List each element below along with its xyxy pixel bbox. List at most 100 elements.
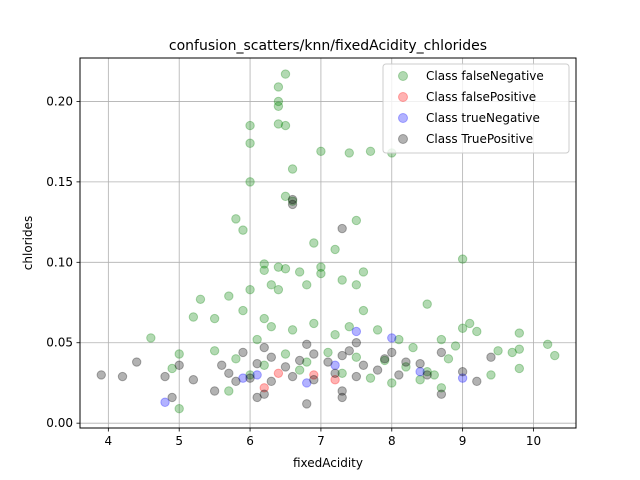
data-point	[344, 148, 354, 158]
data-point	[351, 338, 362, 348]
data-point	[195, 294, 206, 304]
data-point	[273, 368, 284, 378]
y-tick-label: 0.15	[46, 175, 73, 189]
data-point	[450, 341, 461, 351]
data-point	[387, 378, 397, 388]
data-point	[160, 371, 170, 382]
data-point	[337, 350, 347, 361]
data-point	[280, 362, 291, 372]
data-point	[294, 365, 305, 375]
data-point	[344, 346, 354, 356]
data-point	[309, 318, 319, 329]
data-point	[209, 346, 220, 356]
data-point	[457, 254, 468, 264]
data-point	[550, 350, 560, 361]
data-point	[259, 360, 269, 370]
data-point	[224, 291, 234, 301]
data-point	[330, 360, 340, 370]
data-point	[351, 326, 362, 337]
data-point	[436, 383, 447, 393]
data-point	[486, 352, 496, 362]
data-point	[231, 376, 241, 387]
series-group	[259, 368, 340, 393]
data-point	[280, 191, 291, 202]
data-point	[429, 370, 439, 380]
data-point	[117, 371, 128, 382]
y-tick-label: 0.05	[46, 336, 73, 350]
data-point	[309, 238, 319, 248]
data-point	[401, 362, 411, 372]
data-point	[302, 339, 312, 350]
data-point	[330, 368, 340, 378]
data-point	[245, 177, 255, 187]
data-point	[245, 370, 255, 380]
data-point	[273, 82, 284, 92]
data-point	[394, 334, 404, 345]
x-tick-label: 5	[175, 434, 183, 448]
data-point	[280, 69, 291, 79]
data-point	[273, 96, 284, 107]
data-point	[330, 244, 340, 255]
data-point	[379, 354, 390, 364]
data-point	[273, 119, 284, 129]
data-point	[224, 368, 234, 378]
data-point	[408, 342, 418, 353]
data-point	[302, 378, 312, 388]
data-point	[330, 330, 340, 340]
legend-marker	[398, 134, 408, 144]
data-point	[415, 358, 425, 369]
data-point	[217, 360, 227, 370]
data-point	[287, 164, 298, 174]
data-point	[358, 267, 369, 277]
data-point	[238, 305, 248, 316]
y-axis-label: chlorides	[21, 216, 35, 270]
data-point	[507, 347, 517, 358]
data-point	[167, 392, 177, 403]
data-point	[486, 370, 496, 380]
data-point	[457, 367, 468, 377]
series-group	[146, 69, 560, 414]
ticks: 4 5 6 7 8 9 10 0.00 0.05 0.10 0.15 0.20	[46, 94, 541, 448]
data-point	[415, 375, 425, 385]
data-point	[316, 262, 326, 272]
data-point	[401, 357, 411, 367]
x-tick-label: 8	[388, 434, 396, 448]
series-group	[160, 326, 468, 407]
data-point	[302, 357, 312, 367]
data-point	[365, 146, 376, 157]
y-tick-label: 0.00	[46, 416, 73, 430]
data-point	[422, 370, 432, 380]
data-point	[316, 146, 326, 157]
data-point	[394, 370, 404, 380]
grid	[80, 58, 576, 428]
data-point	[266, 352, 277, 362]
data-point	[351, 280, 362, 290]
chart-title: confusion_scatters/knn/fixedAcidity_chlo…	[169, 38, 487, 54]
data-point	[287, 199, 298, 210]
data-point	[259, 383, 269, 393]
data-point	[259, 313, 269, 324]
data-point	[309, 349, 319, 359]
data-point	[422, 299, 432, 309]
data-point	[131, 357, 142, 367]
data-point	[287, 371, 298, 382]
data-point	[273, 262, 284, 272]
data-point	[514, 344, 525, 354]
data-point	[337, 386, 347, 396]
data-point	[302, 280, 312, 290]
data-point	[309, 370, 319, 380]
legend-label: Class TruePositive	[426, 132, 533, 146]
data-point	[280, 349, 291, 359]
data-point	[245, 373, 255, 383]
data-point	[472, 326, 482, 337]
data-point	[365, 373, 376, 383]
data-point	[337, 368, 347, 378]
data-point	[259, 389, 269, 399]
data-point	[351, 371, 362, 382]
data-point	[252, 370, 262, 380]
data-point	[266, 321, 277, 332]
series-group	[96, 194, 496, 409]
data-point	[323, 357, 333, 367]
data-point	[337, 275, 347, 285]
